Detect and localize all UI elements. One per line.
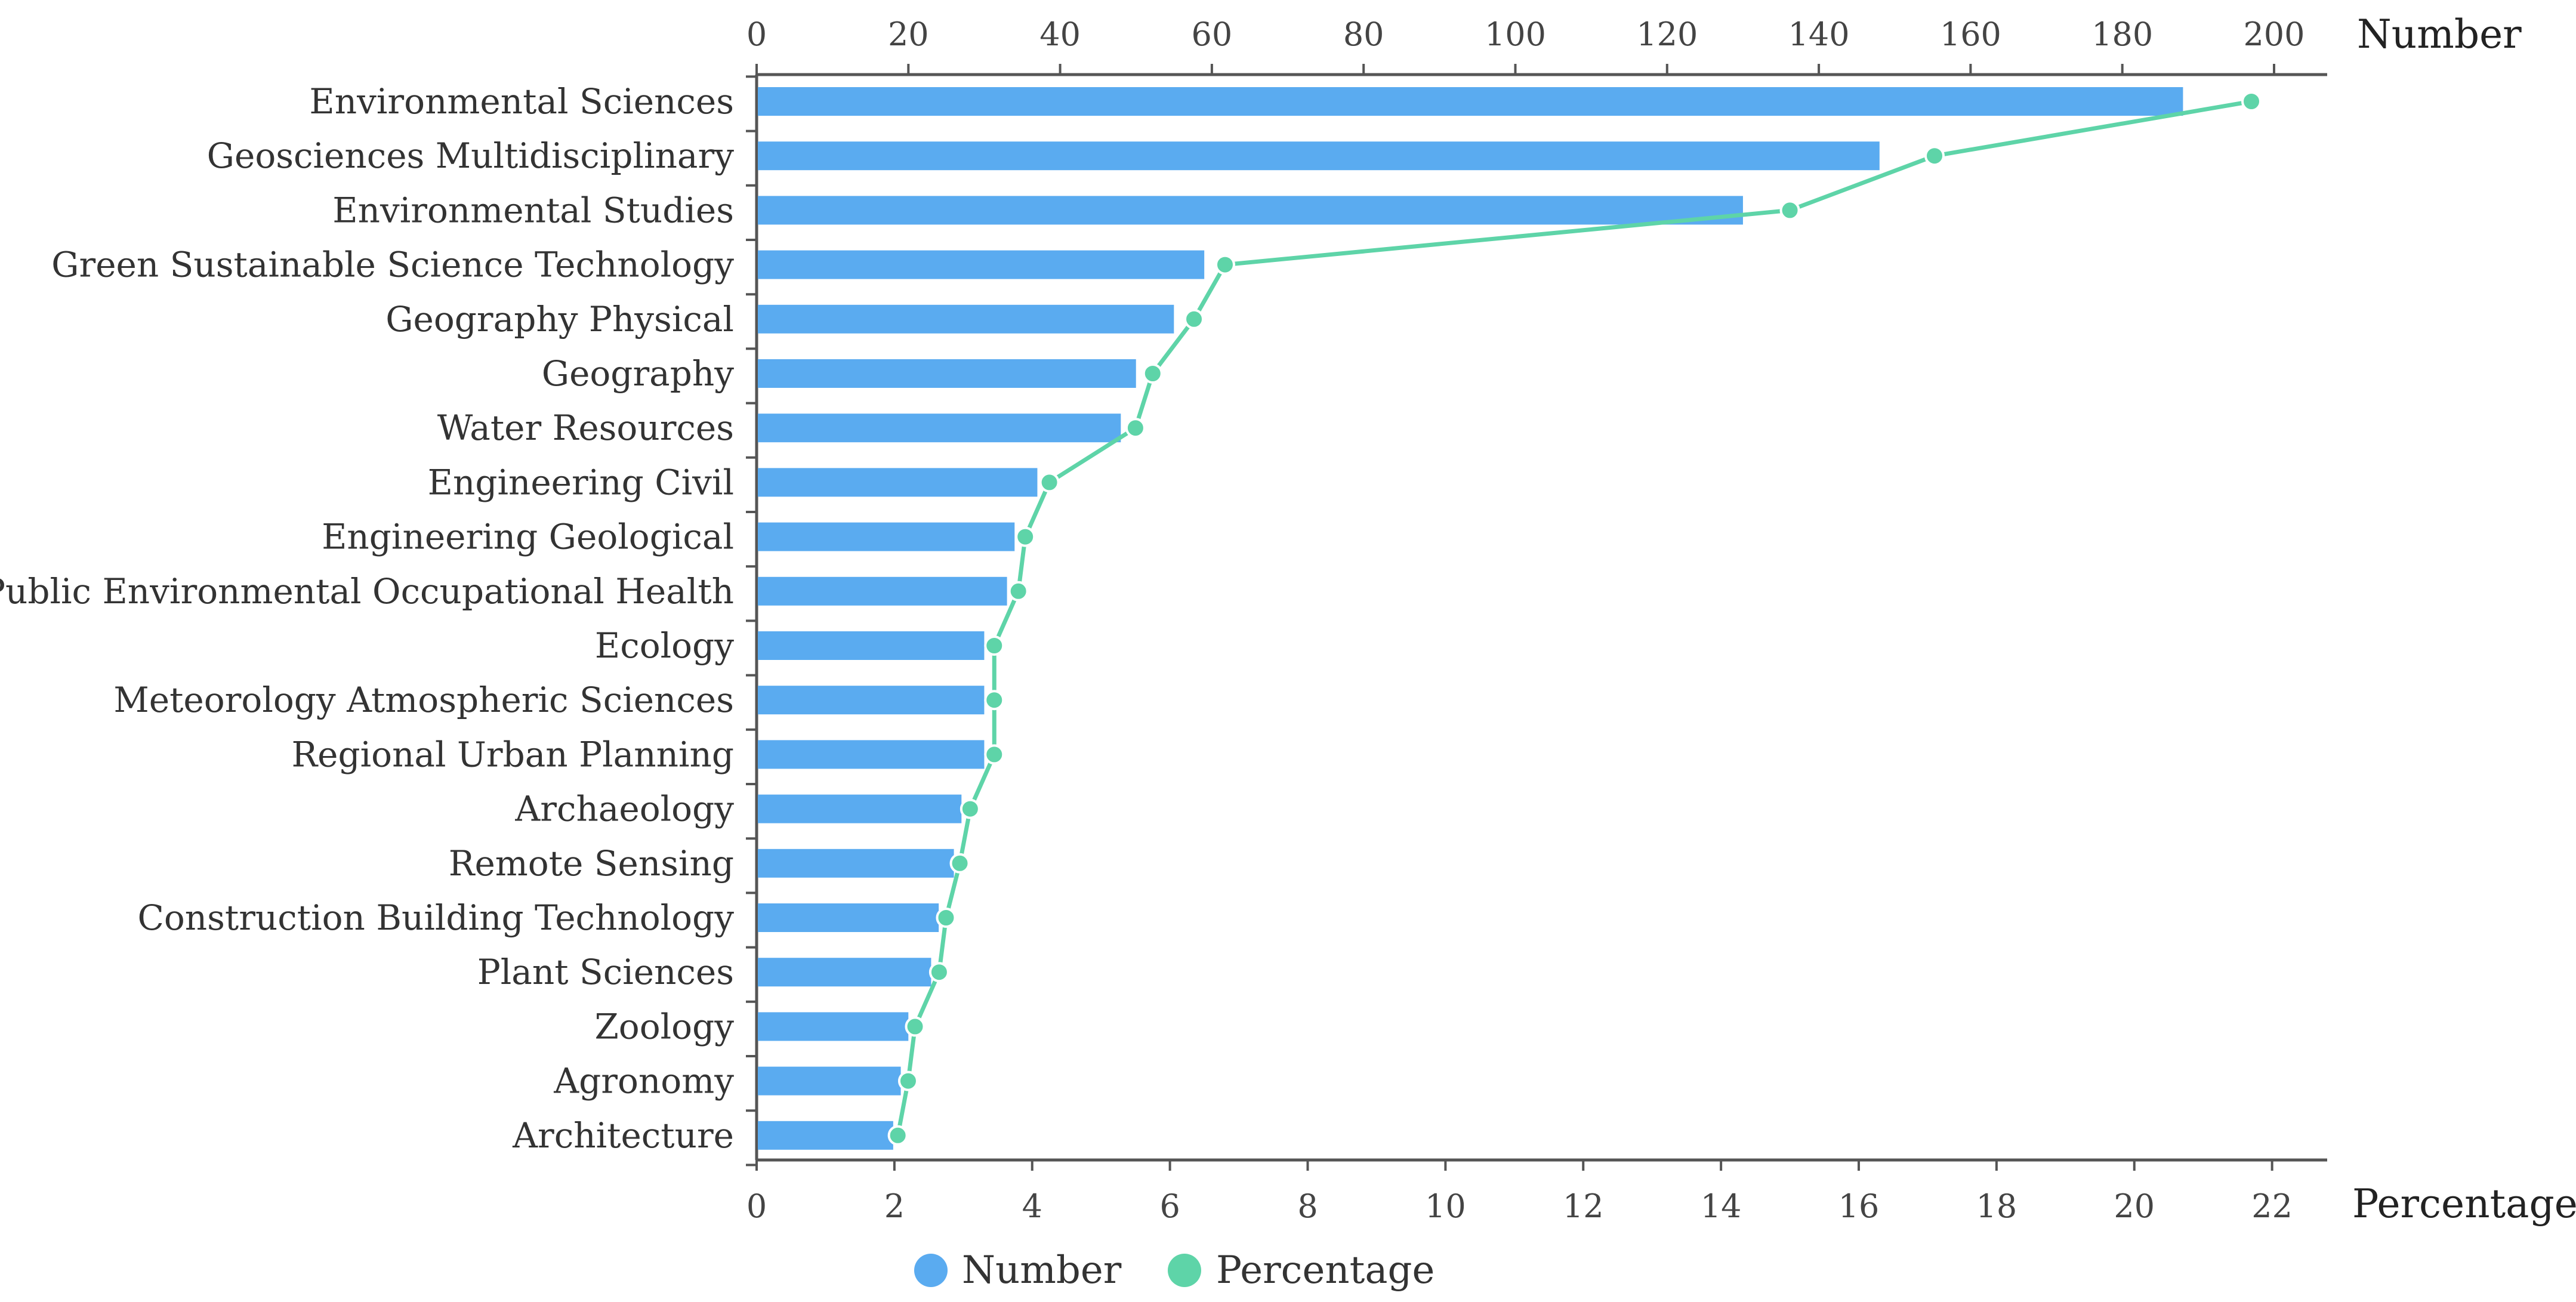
percentage-point-14 bbox=[949, 853, 970, 874]
legend-number-marker bbox=[914, 1254, 948, 1287]
bottom-tick-label: 14 bbox=[1701, 1187, 1742, 1225]
bottom-tick-label: 10 bbox=[1425, 1187, 1466, 1225]
percentage-point-6 bbox=[1125, 418, 1146, 439]
category-labels: Environmental Sciences Geosciences Multid… bbox=[0, 81, 734, 1156]
percentage-point-9 bbox=[1008, 581, 1029, 601]
category-label: Ecology bbox=[595, 625, 734, 666]
category-label: Public Environmental Occupational Health bbox=[0, 571, 734, 612]
percentage-point-15 bbox=[936, 908, 957, 928]
top-tick-label: 160 bbox=[1940, 16, 2001, 53]
bar-18 bbox=[758, 1066, 901, 1096]
y-axis-ticks bbox=[746, 75, 757, 1167]
percentage-point-10 bbox=[984, 635, 1005, 656]
top-tick-label: 80 bbox=[1343, 16, 1384, 53]
top-axis-title: Number bbox=[2357, 11, 2522, 57]
bar-0 bbox=[758, 87, 2183, 116]
top-tick-label: 20 bbox=[888, 16, 929, 53]
category-label: Meteorology Atmospheric Sciences bbox=[113, 680, 734, 720]
bar-1 bbox=[758, 141, 1880, 171]
bar-6 bbox=[758, 414, 1121, 443]
top-tick-label: 180 bbox=[2091, 16, 2153, 53]
top-tick-label: 100 bbox=[1485, 16, 1546, 53]
bar-11 bbox=[758, 686, 985, 715]
bar-19 bbox=[758, 1121, 893, 1150]
category-label: Architecture bbox=[512, 1115, 734, 1156]
percentage-point-1 bbox=[1924, 146, 1945, 166]
percentage-point-16 bbox=[928, 962, 949, 983]
bar-9 bbox=[758, 576, 1007, 606]
bottom-tick-label: 16 bbox=[1838, 1187, 1880, 1225]
bar-10 bbox=[758, 631, 985, 660]
category-label: Water Resources bbox=[437, 408, 734, 448]
category-label: Construction Building Technology bbox=[137, 897, 734, 938]
legend: Number Percentage bbox=[914, 1248, 1434, 1292]
top-axis-number: 0 20 40 60 80 100 120 140 160 180 200 bbox=[746, 16, 2327, 76]
bar-2 bbox=[758, 196, 1743, 225]
percentage-point-17 bbox=[905, 1016, 925, 1037]
category-label: Environmental Studies bbox=[332, 190, 734, 230]
top-tick-label: 200 bbox=[2243, 16, 2304, 53]
percentage-point-2 bbox=[1779, 200, 1800, 221]
percentage-point-3 bbox=[1214, 254, 1235, 275]
bottom-tick-label: 22 bbox=[2251, 1187, 2293, 1225]
category-label: Geography Physical bbox=[385, 299, 734, 340]
bottom-tick-label: 6 bbox=[1159, 1187, 1180, 1225]
percentage-point-4 bbox=[1184, 308, 1205, 329]
bar-4 bbox=[758, 304, 1174, 334]
legend-number-label: Number bbox=[962, 1248, 1122, 1292]
bar-7 bbox=[758, 468, 1038, 497]
bar-12 bbox=[758, 740, 985, 769]
legend-percentage-marker bbox=[1168, 1254, 1201, 1287]
category-label: Regional Urban Planning bbox=[291, 734, 734, 775]
bottom-tick-label: 2 bbox=[884, 1187, 905, 1225]
category-label: Agronomy bbox=[553, 1061, 734, 1102]
legend-percentage-label: Percentage bbox=[1216, 1248, 1434, 1292]
percentage-point-5 bbox=[1142, 363, 1163, 384]
bar-17 bbox=[758, 1012, 909, 1041]
legend-item-number[interactable]: Number bbox=[914, 1248, 1122, 1292]
category-label: Green Sustainable Science Technology bbox=[51, 245, 734, 285]
bottom-axis-percentage: 0 2 4 6 8 10 12 14 16 18 20 22 bbox=[746, 1158, 2327, 1225]
percentage-point-18 bbox=[897, 1070, 918, 1091]
bar-14 bbox=[758, 849, 954, 878]
legend-item-percentage[interactable]: Percentage bbox=[1168, 1248, 1434, 1292]
bottom-tick-label: 20 bbox=[2114, 1187, 2155, 1225]
category-label: Environmental Sciences bbox=[309, 81, 734, 122]
category-label: Geosciences Multidisciplinary bbox=[207, 135, 735, 176]
number-bars bbox=[758, 87, 2183, 1150]
bar-15 bbox=[758, 903, 939, 932]
category-label: Engineering Geological bbox=[322, 517, 734, 557]
bar-13 bbox=[758, 794, 962, 823]
percentage-point-0 bbox=[2241, 91, 2262, 112]
bottom-tick-label: 0 bbox=[746, 1187, 767, 1225]
bar-5 bbox=[758, 359, 1136, 388]
bar-8 bbox=[758, 522, 1015, 551]
top-tick-label: 140 bbox=[1788, 16, 1850, 53]
category-label: Engineering Civil bbox=[428, 462, 734, 502]
category-label: Plant Sciences bbox=[477, 952, 734, 992]
bottom-tick-label: 12 bbox=[1563, 1187, 1604, 1225]
bottom-tick-label: 4 bbox=[1022, 1187, 1042, 1225]
top-tick-label: 40 bbox=[1039, 16, 1081, 53]
bar-3 bbox=[758, 250, 1205, 279]
percentage-point-8 bbox=[1015, 526, 1036, 547]
bar-16 bbox=[758, 958, 931, 987]
bottom-tick-label: 18 bbox=[1976, 1187, 2017, 1225]
percentage-line-series bbox=[887, 91, 2262, 1146]
category-label: Remote Sensing bbox=[449, 843, 734, 884]
category-label: Geography bbox=[542, 353, 734, 394]
bottom-axis-title: Percentage bbox=[2352, 1181, 2576, 1227]
top-tick-label: 60 bbox=[1192, 16, 1233, 53]
percentage-point-13 bbox=[960, 798, 980, 819]
percentage-point-12 bbox=[984, 744, 1005, 765]
percentage-point-19 bbox=[887, 1125, 908, 1146]
top-tick-label: 0 bbox=[746, 16, 767, 53]
percentage-point-11 bbox=[984, 690, 1005, 711]
bottom-tick-label: 8 bbox=[1297, 1187, 1318, 1225]
category-label: Zoology bbox=[594, 1006, 734, 1047]
category-label: Archaeology bbox=[514, 789, 734, 829]
top-tick-label: 120 bbox=[1636, 16, 1698, 53]
percentage-point-7 bbox=[1039, 472, 1060, 493]
